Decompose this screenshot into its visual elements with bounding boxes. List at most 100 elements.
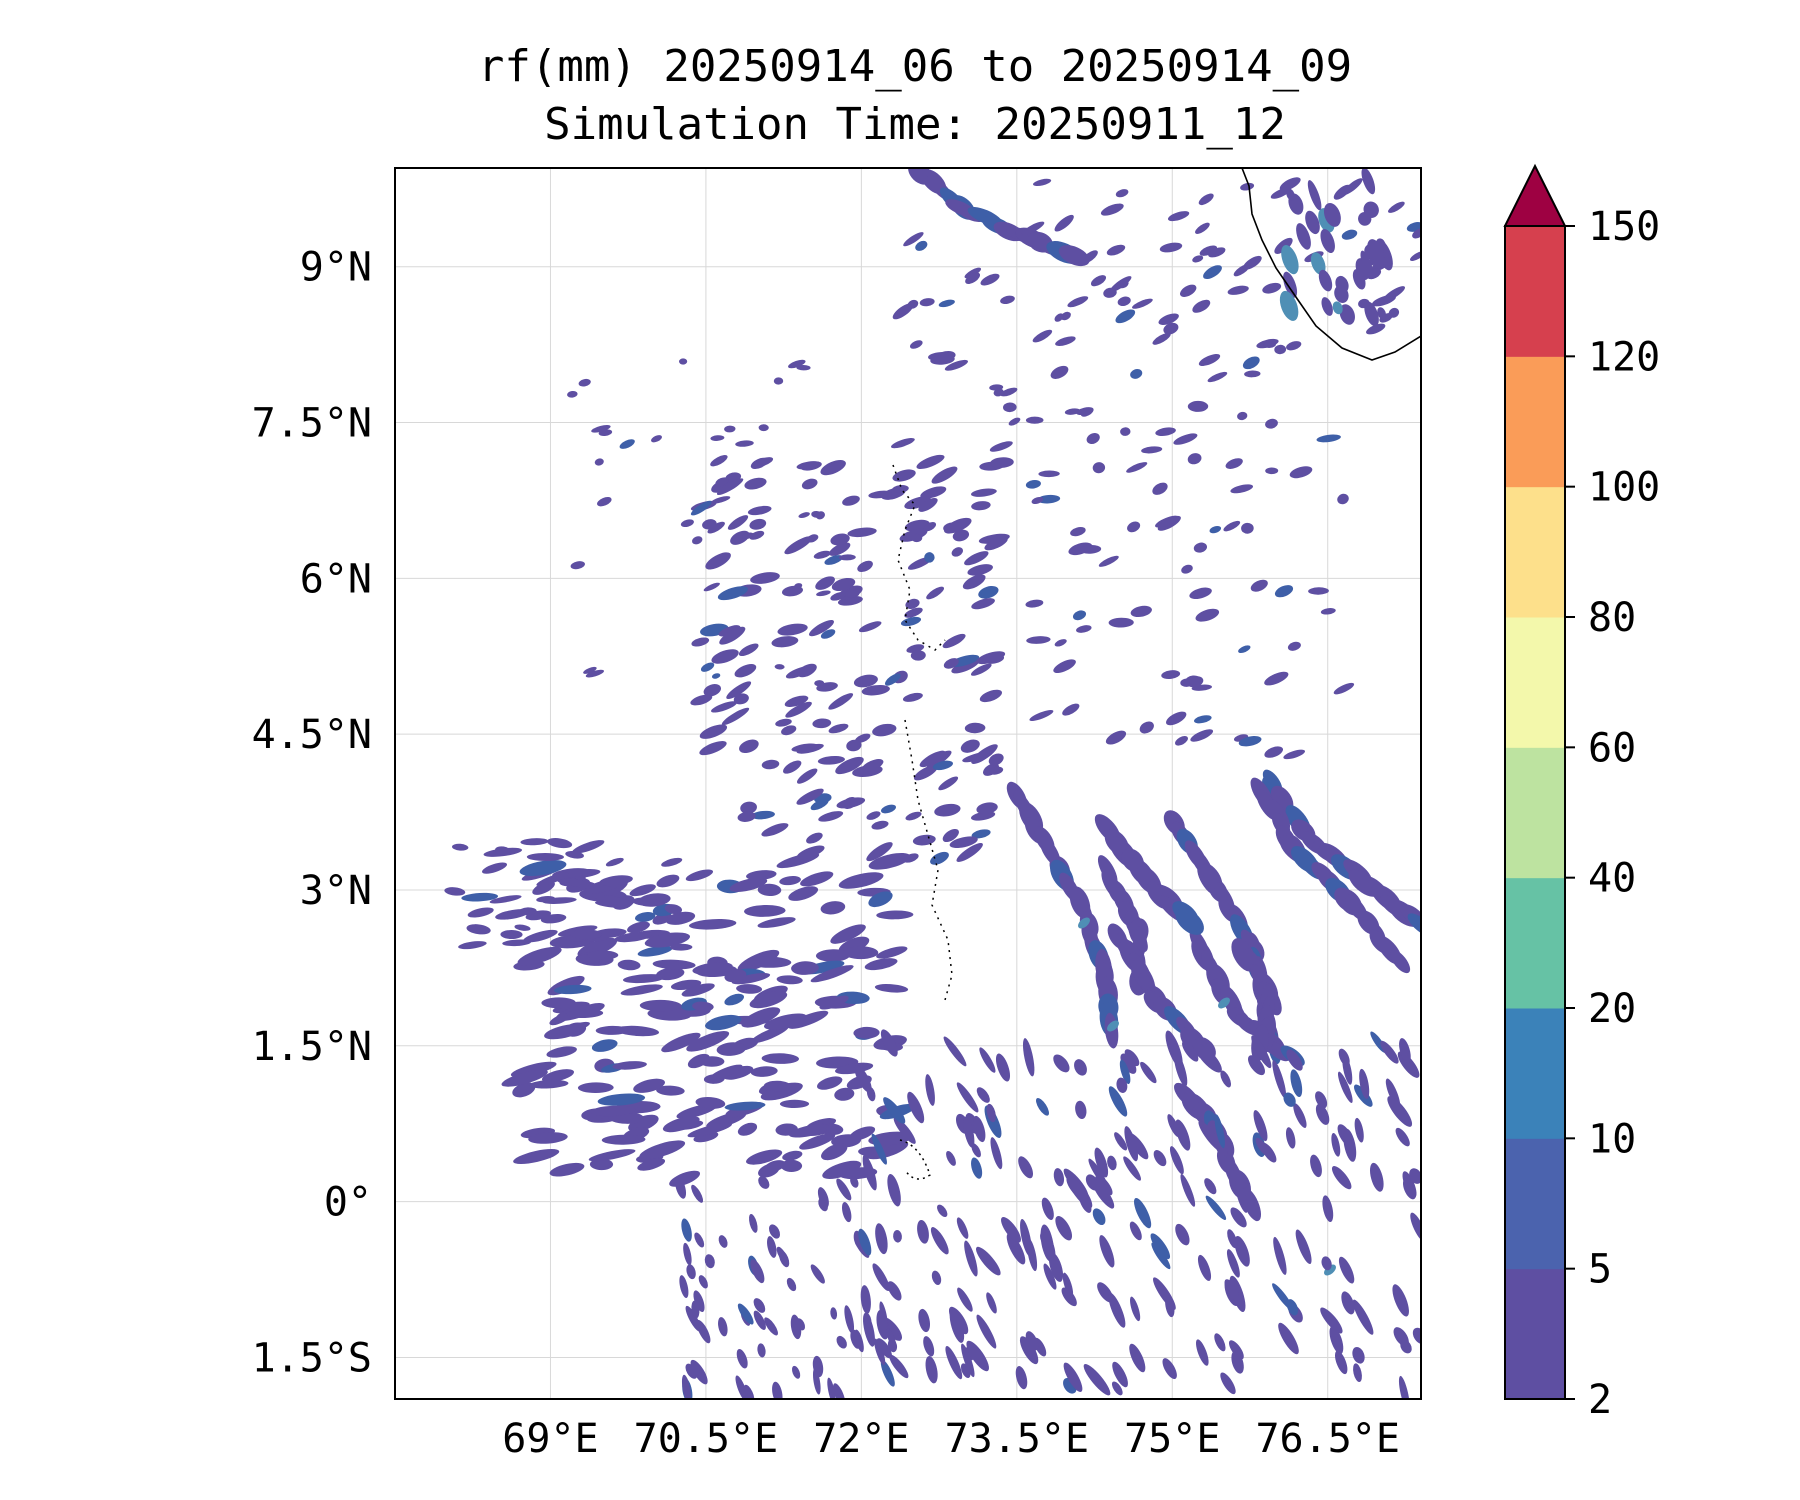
- rain-streak-0: [644, 932, 691, 948]
- rain-streak-1: [775, 718, 792, 727]
- rain-streak-3: [893, 1117, 916, 1144]
- rain-streak-3: [1293, 1103, 1307, 1128]
- rain-streak-6: [494, 846, 512, 856]
- rain-streak-7: [703, 582, 720, 592]
- rain-streak-2: [1152, 482, 1168, 495]
- rain-streak-3: [1286, 1049, 1303, 1071]
- rain-streak-3: [1228, 1340, 1244, 1360]
- rain-streak-7: [838, 554, 856, 561]
- rain-coastal: [1281, 245, 1299, 275]
- rain-streak-1: [868, 490, 893, 499]
- rain-streak-3: [1353, 1363, 1362, 1383]
- rain-streak-4: [812, 1368, 821, 1395]
- rain-streak-2: [1025, 416, 1044, 424]
- rain-streak-3: [1321, 1256, 1332, 1271]
- rain-streak-1: [904, 519, 930, 532]
- rain-streak-2: [1003, 402, 1017, 413]
- rain-streak-0: [838, 872, 884, 889]
- rain-streak-2: [1108, 617, 1134, 628]
- rain-streak-3: [1129, 1343, 1146, 1373]
- rain-streak-6: [500, 929, 523, 940]
- rain-streak-2: [1080, 407, 1094, 417]
- rain-streak-0: [612, 1061, 647, 1070]
- rain-streak-0: [716, 1042, 746, 1056]
- rain-streak-5: [1158, 313, 1179, 325]
- rain-streak-2: [993, 388, 1004, 397]
- rain-streak-2: [1274, 585, 1294, 598]
- rain-streak-3: [1204, 1178, 1217, 1195]
- rain-streak-3: [907, 1091, 925, 1124]
- rain-streak-3: [1130, 1296, 1141, 1322]
- rain-streak-0: [761, 1053, 799, 1064]
- rain-streak-3: [943, 1036, 967, 1067]
- rain-streak-2: [1025, 479, 1041, 489]
- rain-streak-3: [1175, 1223, 1190, 1246]
- rain-streak-3: [889, 1354, 909, 1379]
- rain-streak-6: [631, 897, 661, 906]
- rain-streak-4: [736, 1348, 748, 1369]
- rain-streak-6: [629, 884, 656, 897]
- rain-streak-3: [966, 1340, 989, 1372]
- rain-streak-3: [986, 1103, 996, 1123]
- rain-streak-2: [1072, 610, 1087, 621]
- rain-streak-3: [1278, 1322, 1299, 1355]
- rain-streak-5: [1167, 211, 1190, 222]
- rain-streak-0: [853, 1026, 880, 1039]
- rain-streak-3: [1180, 1174, 1196, 1207]
- rain-streak-3: [1018, 1156, 1034, 1179]
- rain-coastal: [1279, 290, 1299, 321]
- rain-streak-2: [1105, 730, 1127, 745]
- colorbar-tick-label-7: 100: [1588, 465, 1660, 511]
- rain-streak-2: [1265, 418, 1278, 429]
- rain-streak-7: [598, 429, 613, 437]
- rain-streak-7: [814, 680, 825, 687]
- rain-streak-3: [1290, 1069, 1303, 1098]
- rain-streak-1: [979, 689, 1003, 703]
- rain-streak-0: [724, 993, 745, 1006]
- rain-streak-1: [806, 832, 823, 844]
- rain-streak-3: [1235, 1180, 1248, 1213]
- rain-streak-7: [680, 519, 694, 528]
- rain-streak-1: [857, 560, 873, 573]
- rain-streak-5: [1409, 251, 1421, 261]
- rain-streak-3: [1063, 1362, 1083, 1393]
- rain-streak-3: [1095, 1174, 1113, 1196]
- rain-coastal: [1352, 269, 1366, 290]
- rain-streak-6: [595, 895, 632, 906]
- rain-streak-0: [822, 1160, 862, 1179]
- rain-streak-5: [1117, 279, 1129, 289]
- rain-streak-0: [830, 924, 866, 944]
- rain-streak-7: [691, 536, 703, 545]
- rain-streak-6: [635, 912, 656, 922]
- rain-streak-1: [791, 743, 818, 752]
- rain-streak-1: [952, 529, 970, 542]
- rain-streak-1: [777, 623, 808, 636]
- lat-tick-label-6: 0°: [324, 1180, 372, 1226]
- rain-streak-4: [683, 1242, 692, 1266]
- rain-streak-3: [1197, 1254, 1212, 1281]
- rain-streak-7: [742, 532, 754, 540]
- rain-streak-5: [1198, 193, 1214, 206]
- rain-streak-4: [887, 1281, 902, 1301]
- rain-streak-0: [532, 881, 555, 895]
- rain-streak-0: [810, 965, 854, 983]
- rain-streak-2: [923, 522, 937, 532]
- rain-streak-5: [1270, 187, 1292, 199]
- rain-streak-1: [750, 572, 780, 584]
- rain-streak-1: [717, 586, 748, 601]
- rain-streak-5: [1262, 282, 1282, 294]
- rain-streak-6: [444, 887, 466, 896]
- rain-streak-3: [1400, 1340, 1412, 1354]
- rain-streak-2: [911, 533, 923, 543]
- rain-streak-0: [763, 1013, 808, 1030]
- rain-streak-1: [847, 527, 877, 538]
- rain-streak-3: [1165, 1294, 1175, 1318]
- rain-streak-2: [1187, 400, 1209, 412]
- lat-tick-label-5: 1.5°N: [252, 1024, 372, 1070]
- rain-streak-1: [884, 673, 901, 686]
- rain-streak-0: [849, 1126, 876, 1141]
- rain-streak-1: [719, 626, 746, 645]
- rain-streak-0: [749, 991, 788, 1009]
- rain-streak-0: [746, 956, 792, 968]
- rain-streak-5: [1054, 214, 1074, 232]
